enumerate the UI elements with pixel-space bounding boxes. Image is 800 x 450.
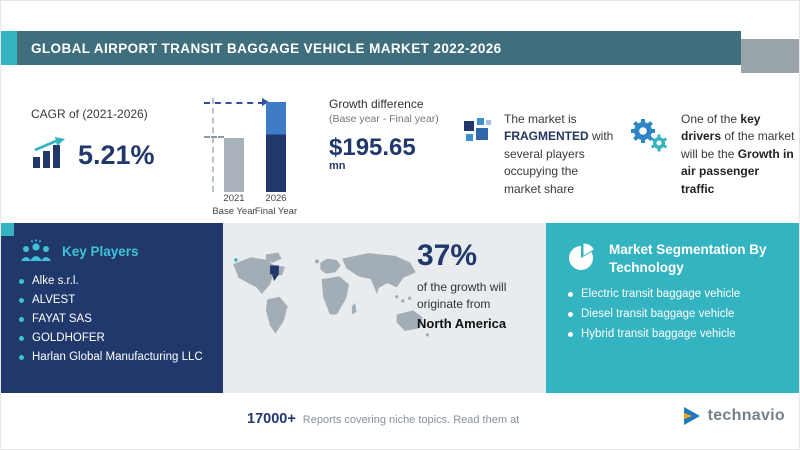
bar-2021-base-year [224,138,244,192]
region-stat-block: 37% of the growth will originate from No… [417,241,539,331]
bar-label-base-year: 2021 Base Year [210,193,258,218]
bullet-icon [19,298,24,303]
key-player-name: ALVEST [32,294,76,306]
fragmented-text-after: with several players occupying the marke… [504,129,614,196]
region-panel: 37% of the growth will originate from No… [223,223,546,393]
bar-chart-growth-icon [33,137,65,168]
fragmented-squares-icon [464,118,491,141]
cagr-value: 5.21% [78,140,155,170]
key-player-name: FAYAT SAS [32,313,92,325]
header-accent-square [1,31,17,65]
brand-wordmark: technavio [707,407,785,424]
segment-name: Hybrid transit baggage vehicle [581,328,736,341]
panel-accent-square [1,223,14,236]
growth-difference-subtitle: (Base year - Final year) [329,113,439,125]
bar-caption-base: Base Year [212,205,256,217]
fragmented-text-before: The market is [504,112,577,126]
driver-bold-1: key drivers [681,112,761,144]
header-bar: GLOBAL AIRPORT TRANSIT BAGGAGE VEHICLE M… [17,31,741,65]
driver-text-1: One of the [681,112,738,126]
footer-note: 17000+ Reports covering niche topics. Re… [247,411,519,427]
bullet-icon [19,279,24,284]
growth-difference-title: Growth difference [329,97,424,111]
region-percent: 37% [417,239,478,272]
region-name: North America [417,315,507,331]
bar-caption-final: Final Year [254,205,298,217]
key-driver-block: One of the key drivers of the market wil… [627,111,795,198]
growth-difference-block: Growth difference (Base year - Final yea… [329,97,459,172]
bullet-icon [19,336,24,341]
growth-bar-chart: 2021 Base Year 2026 Final Year [204,96,320,218]
segmentation-title: Market Segmentation By Technology [609,242,767,275]
page-title: GLOBAL AIRPORT TRANSIT BAGGAGE VEHICLE M… [31,40,502,56]
report-count: 17000+ [247,411,296,427]
bullet-icon [19,355,24,360]
dashed-axis-line [212,98,214,192]
segment-name: Diesel transit baggage vehicle [581,308,735,321]
list-item: Alke s.r.l. [19,275,223,287]
list-item: Harlan Global Manufacturing LLC [19,351,223,363]
dashed-guide-line-base [204,136,224,138]
cagr-block: CAGR of (2021-2026) 5.21% [31,107,186,169]
bullet-icon [568,332,573,338]
cagr-label: CAGR of (2021-2026) [31,107,148,121]
list-item: Electric transit baggage vehicle [568,288,799,301]
list-item: Hybrid transit baggage vehicle [568,328,799,341]
dashed-guide-line-final [204,102,264,104]
segment-name: Electric transit baggage vehicle [581,288,741,301]
gears-icon [631,119,668,152]
footer-text: Reports covering niche topics. Read them… [302,414,520,426]
key-driver-text: One of the key drivers of the market wil… [681,111,795,198]
key-player-name: Alke s.r.l. [32,275,79,287]
segmentation-panel: Market Segmentation By Technology Electr… [546,223,799,393]
north-america-marker-icon [269,265,279,282]
technavio-brand: technavio [680,405,785,427]
list-item: ALVEST [19,294,223,306]
growth-difference-value: $195.65 [329,134,416,161]
key-players-title: Key Players [62,243,139,259]
key-player-name: GOLDHOFER [32,332,105,344]
market-structure-block: The market is FRAGMENTED with several pl… [463,111,621,198]
driver-bold-2: Growth in air passenger traffic [681,146,794,196]
world-map [233,252,429,337]
fragmented-highlight: FRAGMENTED [504,129,589,144]
key-players-panel: Key Players Alke s.r.l. ALVEST FAYAT SAS… [1,223,223,393]
driver-text-2: of the market will be the [681,129,795,161]
key-players-list: Alke s.r.l. ALVEST FAYAT SAS GOLDHOFER H… [1,275,223,363]
bar-year-2021: 2021 [223,193,245,205]
segmentation-list: Electric transit baggage vehicle Diesel … [546,288,799,341]
people-group-icon [21,239,51,261]
header-gray-accent [741,39,799,73]
bar-2026-final-year [266,102,286,192]
guide-arrow-icon [262,98,269,106]
growth-difference-unit: mn [329,160,346,173]
bar-label-final-year: 2026 Final Year [252,193,300,218]
list-item: FAYAT SAS [19,313,223,325]
bar-year-2026: 2026 [265,193,287,205]
pie-chart-icon [569,243,594,270]
bullet-icon [568,292,573,298]
key-player-name: Harlan Global Manufacturing LLC [32,351,203,363]
technavio-logo-icon [683,407,700,425]
region-text: of the growth will originate from [417,280,507,311]
market-structure-text: The market is FRAGMENTED with several pl… [504,111,616,198]
list-item: Diesel transit baggage vehicle [568,308,799,321]
list-item: GOLDHOFER [19,332,223,344]
bullet-icon [19,317,24,322]
bullet-icon [568,312,573,318]
